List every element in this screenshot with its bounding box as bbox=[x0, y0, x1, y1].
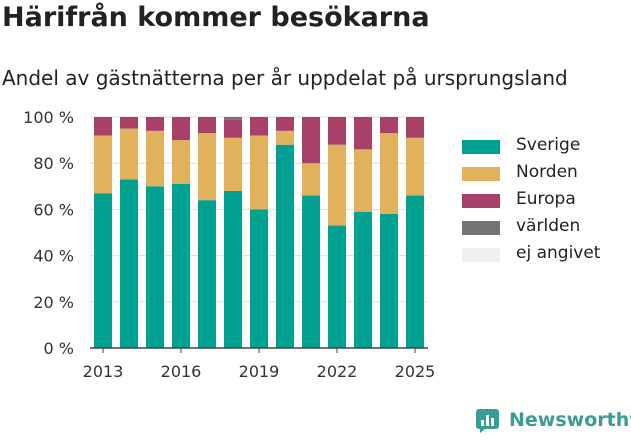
bar-segment-europa bbox=[224, 119, 242, 138]
brand-name: Newsworthy bbox=[509, 409, 631, 431]
bar-segment-norden bbox=[94, 135, 112, 194]
bar-segment-europa bbox=[380, 117, 398, 134]
y-tick-label: 0 % bbox=[44, 339, 74, 358]
bar-segment-norden bbox=[406, 137, 424, 196]
x-tick-label: 2016 bbox=[161, 362, 202, 381]
bar-segment-europa bbox=[94, 117, 112, 136]
bar-segment-norden bbox=[120, 128, 138, 180]
legend-swatch-varlden bbox=[462, 221, 500, 235]
bar-segment-sverige bbox=[146, 186, 164, 348]
bar-segment-sverige bbox=[250, 209, 268, 348]
bar-segment-sverige bbox=[94, 193, 112, 348]
bar-segment-sverige bbox=[328, 225, 346, 348]
bar-segment-norden bbox=[198, 133, 216, 201]
y-axis-tick-labels: 0 % 20 % 40 % 60 % 80 % 100 % bbox=[23, 108, 74, 358]
bar-segment-sverige bbox=[224, 190, 242, 348]
bar-segment-norden bbox=[224, 137, 242, 191]
chart-subtitle: Andel av gästnätterna per år uppdelat på… bbox=[2, 66, 568, 90]
bar-segment-europa bbox=[120, 117, 138, 129]
legend-swatch-ej-angivet bbox=[462, 248, 500, 262]
bar-segment-europa bbox=[198, 117, 216, 134]
legend-swatch-sverige bbox=[462, 140, 500, 154]
legend-label-norden: Norden bbox=[516, 162, 578, 182]
bar-segment-europa bbox=[172, 117, 190, 141]
bar-segment-europa bbox=[354, 117, 372, 150]
bars bbox=[94, 117, 424, 348]
bar-segment-norden bbox=[354, 149, 372, 212]
bar-segment-sverige bbox=[120, 179, 138, 348]
bar-segment-norden bbox=[302, 163, 320, 196]
legend-swatch-europa bbox=[462, 194, 500, 208]
bar-segment-sverige bbox=[276, 144, 294, 348]
bar-segment-sverige bbox=[380, 214, 398, 348]
bar-segment-sverige bbox=[354, 211, 372, 348]
y-tick-label: 80 % bbox=[33, 154, 74, 173]
bar-segment-norden bbox=[146, 130, 164, 187]
chart-title: Härifrån kommer besökarna bbox=[2, 2, 430, 33]
y-tick-label: 100 % bbox=[23, 108, 74, 127]
bar-segment-norden bbox=[328, 144, 346, 226]
bar-segment-norden bbox=[380, 133, 398, 215]
bar-segment-europa bbox=[146, 117, 164, 131]
legend-label-ej-angivet: ej angivet bbox=[516, 243, 601, 263]
bar-segment-varlden bbox=[224, 117, 242, 120]
legend-swatch-norden bbox=[462, 167, 500, 181]
x-tick-label: 2019 bbox=[239, 362, 280, 381]
legend-label-europa: Europa bbox=[516, 189, 576, 209]
bar-segment-sverige bbox=[198, 200, 216, 348]
bar-segment-europa bbox=[328, 117, 346, 145]
y-tick-label: 40 % bbox=[33, 247, 74, 266]
y-tick-label: 20 % bbox=[33, 293, 74, 312]
legend-label-sverige: Sverige bbox=[516, 135, 581, 155]
bar-segment-sverige bbox=[172, 183, 190, 348]
bar-segment-europa bbox=[250, 117, 268, 136]
bar-segment-europa bbox=[406, 117, 424, 138]
bar-segment-europa bbox=[302, 117, 320, 164]
bar-segment-norden bbox=[276, 130, 294, 145]
x-axis-tick-labels: 2013 2016 2019 2022 2025 bbox=[83, 348, 436, 381]
y-tick-label: 60 % bbox=[33, 200, 74, 219]
bar-segment-sverige bbox=[302, 195, 320, 348]
bar-segment-sverige bbox=[406, 195, 424, 348]
legend-label-varlden: världen bbox=[516, 216, 581, 236]
bar-chart-logo-icon bbox=[476, 409, 499, 433]
x-tick-label: 2022 bbox=[317, 362, 358, 381]
x-tick-label: 2025 bbox=[395, 362, 436, 381]
bar-segment-norden bbox=[250, 135, 268, 210]
bar-segment-europa bbox=[276, 117, 294, 131]
bar-segment-norden bbox=[172, 140, 190, 184]
x-tick-label: 2013 bbox=[83, 362, 124, 381]
